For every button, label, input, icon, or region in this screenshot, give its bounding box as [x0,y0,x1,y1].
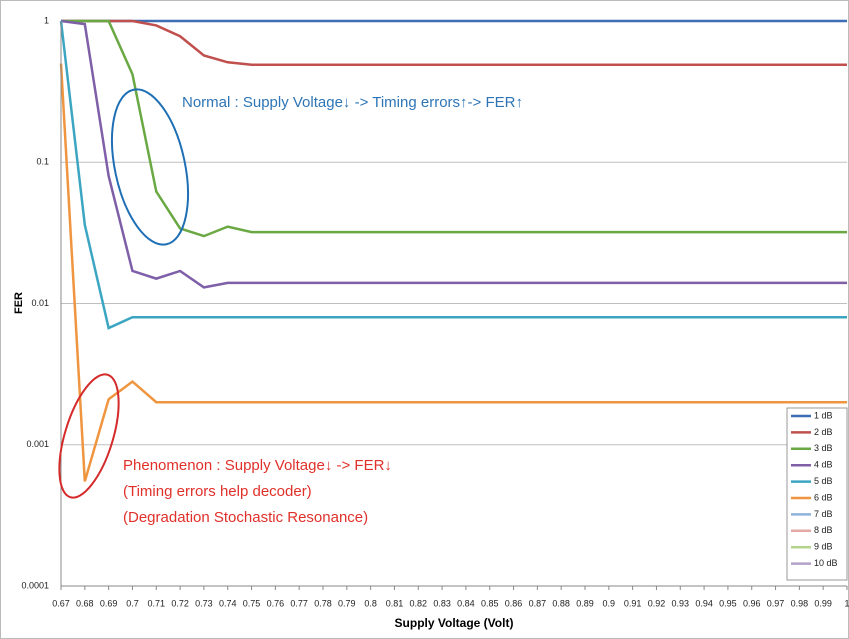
x-tick-label: 0.91 [624,598,642,608]
x-tick-label: 0.88 [552,598,570,608]
x-tick-label: 0.77 [290,598,308,608]
x-tick-label: 0.81 [386,598,404,608]
y-tick-label: 0.1 [36,157,49,167]
annotation: (Timing errors help decoder) [123,483,312,500]
legend-label: 7 dB [814,509,833,519]
x-tick-label: 0.7 [126,598,139,608]
legend-label: 6 dB [814,492,833,502]
annotation: Normal : Supply Voltage↓ -> Timing error… [182,94,523,111]
x-tick-label: 0.95 [719,598,737,608]
y-axis-label: FER [13,292,25,314]
x-tick-label: 0.68 [76,598,94,608]
x-tick-label: 0.99 [814,598,832,608]
y-tick-label: 0.0001 [21,580,49,590]
x-tick-label: 0.93 [672,598,690,608]
legend-label: 1 dB [814,410,833,420]
legend-label: 3 dB [814,443,833,453]
x-tick-label: 0.85 [481,598,499,608]
legend-label: 9 dB [814,542,833,552]
x-axis-label: Supply Voltage (Volt) [395,616,514,630]
series-line [59,20,847,330]
series-line [60,19,847,289]
x-tick-label: 0.74 [219,598,237,608]
x-tick-label: 0.86 [505,598,523,608]
x-tick-label: 0.72 [171,598,189,608]
phenomenon-ellipse [58,373,120,499]
x-tick-label: 1 [844,598,849,608]
y-tick-label: 0.001 [26,439,49,449]
x-tick-label: 0.8 [364,598,377,608]
y-tick-label: 0.01 [31,298,49,308]
x-tick-label: 0.73 [195,598,213,608]
normal-ellipse [111,88,189,246]
legend-label: 8 dB [814,525,833,535]
annotation: Phenomenon : Supply Voltage↓ -> FER↓ [123,457,392,474]
legend-label: 10 dB [814,558,838,568]
x-tick-label: 0.84 [457,598,475,608]
x-tick-label: 0.76 [267,598,285,608]
x-tick-label: 0.82 [410,598,428,608]
x-tick-label: 0.94 [695,598,713,608]
x-tick-label: 0.92 [648,598,666,608]
x-tick-label: 0.9 [603,598,616,608]
x-tick-label: 0.75 [243,598,261,608]
legend [786,407,848,581]
x-tick-label: 0.83 [433,598,451,608]
x-tick-label: 0.69 [100,598,118,608]
x-tick-label: 0.97 [767,598,785,608]
x-tick-label: 0.87 [529,598,547,608]
legend-label: 2 dB [814,427,833,437]
x-tick-label: 0.79 [338,598,356,608]
x-tick-label: 0.98 [791,598,809,608]
x-tick-label: 0.67 [52,598,70,608]
annotation: (Degradation Stochastic Resonance) [123,509,368,526]
series-line [61,19,847,67]
x-tick-label: 0.71 [148,598,166,608]
x-tick-label: 0.78 [314,598,332,608]
x-tick-label: 0.89 [576,598,594,608]
legend-label: 4 dB [814,460,833,470]
x-tick-label: 0.96 [743,598,761,608]
legend-label: 5 dB [814,476,833,486]
series-line [61,19,847,238]
y-tick-label: 1 [44,15,49,25]
series-line [59,63,847,482]
